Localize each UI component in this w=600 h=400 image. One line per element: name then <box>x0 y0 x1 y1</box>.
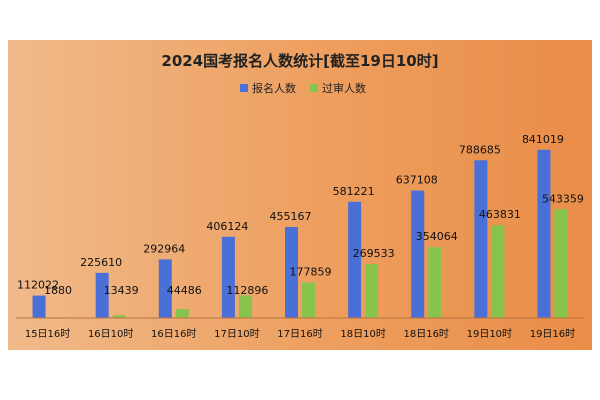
chart-panel: 2024国考报名人数统计[截至19日10时] 报名人数 过审人数 112022 18… <box>8 40 592 350</box>
category-label-7: 19日10时 <box>467 328 512 340</box>
bars-group <box>32 149 568 319</box>
category-label-1: 16日10时 <box>88 328 133 340</box>
bar-registered-0 <box>32 295 46 318</box>
value-label-registered-1: 225610 <box>80 256 122 269</box>
value-label-approved-5: 269533 <box>353 247 395 260</box>
bar-registered-8 <box>537 149 551 318</box>
bar-approved-6 <box>428 247 442 318</box>
value-label-approved-0: 1880 <box>44 284 72 297</box>
value-label-registered-2: 292964 <box>143 242 185 255</box>
value-label-approved-3: 112896 <box>226 284 268 297</box>
value-label-registered-7: 788685 <box>459 143 501 156</box>
bar-chart: 2024国考报名人数统计[截至19日10时] 报名人数 过审人数 11202218… <box>16 52 584 340</box>
value-label-approved-7: 463831 <box>479 208 521 221</box>
value-label-approved-6: 354064 <box>416 230 458 243</box>
bar-approved-3 <box>238 295 252 318</box>
value-label-approved-1: 13439 <box>104 284 139 297</box>
bar-registered-1 <box>95 272 109 318</box>
legend-swatch-0 <box>240 84 248 92</box>
bar-registered-4 <box>285 226 298 318</box>
value-label-registered-8: 841019 <box>522 133 564 146</box>
chart-title: 2024国考报名人数统计[截至19日10时] <box>161 52 438 70</box>
value-label-registered-5: 581221 <box>333 185 375 198</box>
category-label-6: 18日16时 <box>403 328 448 340</box>
legend: 报名人数 过审人数 <box>240 81 366 95</box>
category-label-2: 16日16时 <box>151 328 196 340</box>
bar-registered-6 <box>411 190 425 318</box>
value-label-approved-4: 177859 <box>290 265 332 278</box>
value-label-registered-3: 406124 <box>206 220 248 233</box>
category-label-8: 19日16时 <box>530 328 575 340</box>
bar-approved-5 <box>365 264 379 318</box>
category-label-3: 17日10时 <box>214 328 259 340</box>
bar-approved-4 <box>302 282 315 318</box>
value-label-registered-4: 455167 <box>270 210 312 223</box>
value-label-registered-0: 112022 <box>17 279 59 292</box>
value-label-approved-2: 44486 <box>167 284 202 297</box>
category-labels-group: 15日16时 16日10时 16日16时 17日10时 17日16时 18日10时 18日1… <box>25 328 575 340</box>
category-label-4: 17日16时 <box>277 328 322 340</box>
legend-label-1: 过审人数 <box>322 81 366 95</box>
category-label-0: 15日16时 <box>25 328 70 340</box>
value-label-approved-8: 543359 <box>542 192 584 205</box>
bar-registered-3 <box>221 236 235 318</box>
category-label-5: 18日10时 <box>340 328 385 340</box>
bar-registered-7 <box>474 160 488 318</box>
bar-approved-7 <box>491 225 505 318</box>
bar-registered-2 <box>158 259 172 318</box>
legend-swatch-1 <box>310 84 318 92</box>
bar-approved-2 <box>175 309 189 318</box>
bar-registered-5 <box>348 201 362 318</box>
bar-approved-8 <box>554 209 568 318</box>
bar-approved-1 <box>112 315 126 318</box>
legend-label-0: 报名人数 <box>252 81 296 95</box>
value-label-registered-6: 637108 <box>396 174 438 187</box>
